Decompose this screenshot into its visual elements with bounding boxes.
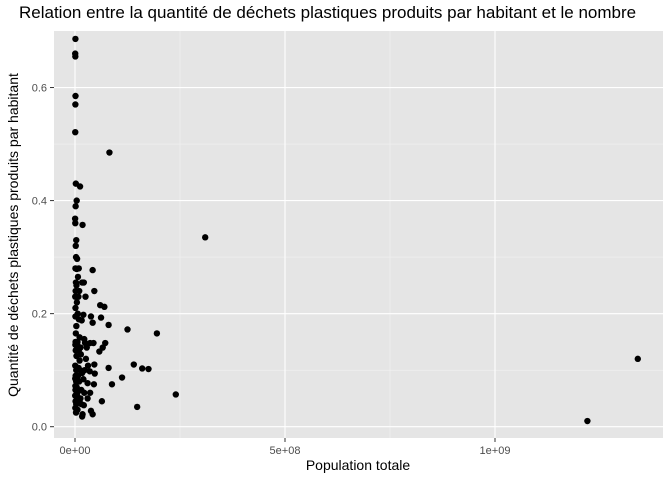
data-point [72, 101, 79, 108]
data-point [76, 357, 83, 364]
data-point [78, 413, 86, 420]
data-point [73, 255, 81, 263]
data-point [73, 282, 80, 289]
data-point [83, 344, 90, 351]
data-point [153, 330, 161, 337]
data-point [145, 365, 152, 373]
data-point [98, 398, 106, 405]
data-point [139, 365, 146, 372]
x-tick-label: 0e+00 [60, 445, 91, 457]
data-point [80, 279, 88, 286]
data-point [91, 361, 98, 368]
y-tick-label: 0.4 [32, 196, 47, 208]
data-point [80, 402, 88, 409]
data-point [72, 304, 79, 312]
data-point [89, 411, 96, 418]
data-point [72, 203, 79, 210]
data-point [72, 242, 79, 250]
data-point [86, 389, 94, 396]
y-tick-label: 0.0 [32, 422, 47, 434]
x-tick-label: 1e+09 [480, 445, 511, 457]
data-point [90, 381, 98, 388]
data-point [89, 319, 96, 326]
data-point [74, 273, 82, 281]
data-point [634, 355, 641, 363]
data-point [108, 381, 116, 388]
data-point [78, 317, 85, 324]
data-point [73, 236, 80, 244]
data-point [73, 197, 80, 204]
chart-title: Relation entre la quantité de déchets pl… [19, 3, 637, 22]
grid-lines [54, 31, 663, 438]
data-point [89, 266, 96, 274]
data-point [124, 326, 131, 333]
data-point [84, 379, 91, 387]
data-point [79, 221, 86, 229]
data-point [91, 370, 98, 377]
data-point [91, 287, 98, 295]
data-point [105, 321, 112, 329]
data-point [76, 287, 83, 295]
data-point [72, 53, 79, 60]
x-axis-title: Population totale [306, 457, 411, 473]
data-point [106, 149, 113, 156]
data-point [73, 265, 80, 273]
data-point [86, 368, 93, 375]
y-tick-label: 0.6 [32, 83, 47, 95]
y-tick-label: 0.2 [32, 309, 47, 321]
data-point [73, 352, 80, 360]
data-point [72, 35, 79, 43]
data-points [71, 35, 641, 425]
data-point [82, 355, 90, 363]
data-point [84, 395, 91, 402]
plot-panel [54, 31, 663, 438]
data-point [71, 215, 79, 222]
data-point [73, 299, 81, 306]
data-point [118, 374, 126, 381]
data-point [101, 303, 108, 311]
data-point [72, 330, 80, 337]
data-point [130, 361, 137, 368]
data-point [97, 314, 105, 321]
data-point [84, 362, 92, 369]
data-point [72, 128, 79, 136]
data-point [76, 183, 84, 190]
data-point [75, 293, 82, 300]
data-point [105, 364, 112, 372]
data-point [172, 391, 179, 398]
data-point [80, 311, 87, 318]
data-point [73, 322, 80, 330]
axis-ticks: 0.0 0.2 0.4 0.6 0e+00 5e+08 1e+09 [32, 83, 511, 457]
data-point [90, 339, 97, 347]
data-point [72, 92, 79, 100]
y-axis-title: Quantité de déchets plastiques produits … [5, 73, 21, 397]
data-point [96, 348, 103, 355]
data-point [81, 389, 88, 396]
data-point [76, 378, 83, 385]
data-point [584, 417, 591, 425]
data-point [87, 313, 95, 320]
data-point [202, 234, 209, 241]
data-point [72, 409, 80, 416]
data-point [82, 293, 89, 300]
data-point [72, 219, 79, 227]
data-point [133, 403, 141, 411]
x-tick-label: 5e+08 [270, 445, 301, 457]
